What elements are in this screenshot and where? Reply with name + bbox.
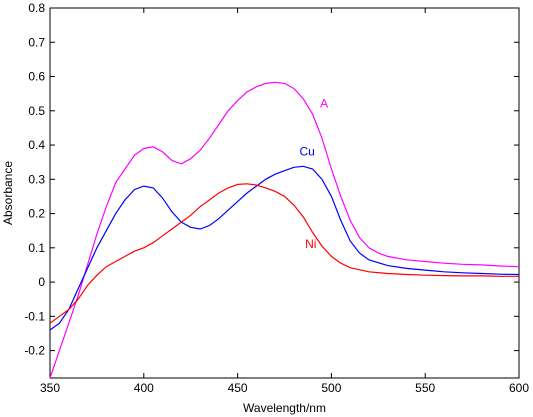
series-label-a: A <box>320 96 328 110</box>
plot-frame <box>49 7 520 379</box>
y-tick-label: 0.5 <box>28 104 45 118</box>
x-tick-label: 350 <box>40 381 60 395</box>
y-axis: -0.2 -0.1 0 0.1 0.2 0.3 0.4 0.5 0.6 0.7 0.8 <box>24 1 519 358</box>
x-axis: 350 400 450 500 550 600 <box>40 8 529 395</box>
x-axis-title: Wavelength/nm <box>243 401 326 415</box>
y-tick-label: 0.3 <box>28 172 45 186</box>
y-tick-label: -0.2 <box>24 344 45 358</box>
y-tick-label: 0.7 <box>28 35 45 49</box>
y-tick-label: 0.8 <box>28 1 45 15</box>
x-tick-label: 450 <box>228 381 248 395</box>
y-tick-label: 0.4 <box>28 138 45 152</box>
x-tick-label: 500 <box>321 381 341 395</box>
series-line-cu <box>49 165 520 331</box>
series-line-ni <box>49 183 519 324</box>
x-tick-label: 600 <box>509 381 529 395</box>
series-layer: A Cu Ni <box>49 81 520 379</box>
y-tick-label: -0.1 <box>24 309 45 323</box>
y-tick-label: 0.6 <box>28 70 45 84</box>
x-tick-label: 400 <box>134 381 154 395</box>
series-label-ni: Ni <box>305 237 316 251</box>
x-tick-label: 550 <box>415 381 435 395</box>
y-tick-label: 0.1 <box>28 241 45 255</box>
y-tick-label: 0.2 <box>28 207 45 221</box>
y-tick-label: 0 <box>38 275 45 289</box>
y-axis-title: Absorbance <box>1 161 15 225</box>
series-label-cu: Cu <box>300 144 315 158</box>
series-line-a <box>49 81 520 379</box>
